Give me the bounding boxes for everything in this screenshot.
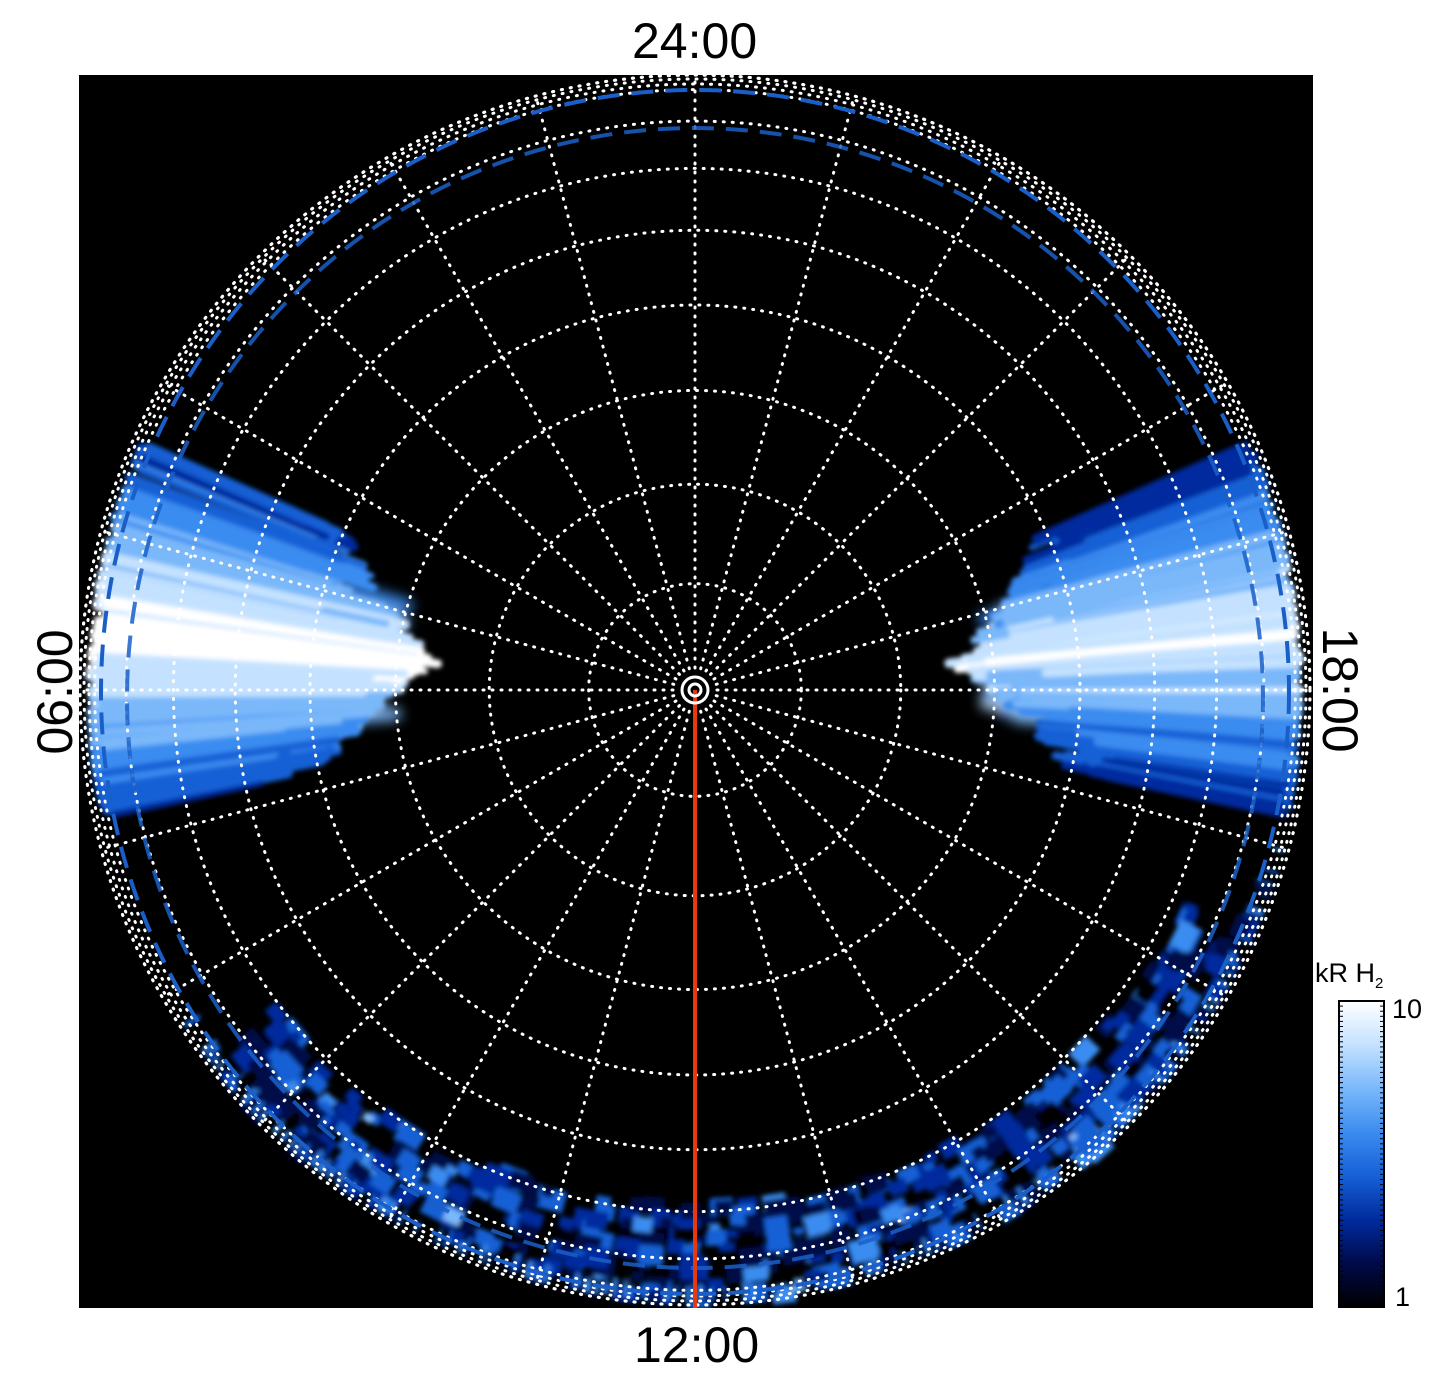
emission-patch — [714, 1200, 733, 1215]
emission-streak — [725, 1288, 726, 1300]
local-time-label-midnight: 24:00 — [632, 16, 757, 66]
colorbar-max-label: 10 — [1392, 996, 1422, 1023]
colorbar-min-label: 1 — [1395, 1284, 1410, 1311]
local-time-label-dusk: 18:00 — [1315, 627, 1365, 752]
colorbar-title-subscript: 2 — [1375, 975, 1383, 992]
local-time-label-noon: 12:00 — [634, 1320, 759, 1370]
emission-streak — [625, 1280, 627, 1296]
colorbar — [1339, 1001, 1384, 1307]
colorbar-title: kR H2 — [1315, 960, 1383, 991]
emission-patch — [629, 1196, 649, 1213]
emission-streak — [752, 1286, 753, 1297]
emission-patch — [631, 1271, 644, 1282]
emission-patch — [582, 1245, 611, 1269]
emission-streak — [1075, 697, 1291, 701]
local-time-label-dawn: 06:00 — [30, 629, 80, 754]
emission-streak — [588, 1280, 590, 1290]
emission-patch — [739, 1231, 756, 1245]
emission-streak — [669, 1283, 670, 1300]
emission-patch — [660, 1217, 672, 1227]
emission-patch — [725, 1229, 736, 1238]
emission-streak — [92, 691, 362, 692]
colorbar-bar — [1339, 1001, 1384, 1307]
emission-patch — [633, 1216, 653, 1233]
emission-patch — [681, 1203, 701, 1219]
emission-patch — [764, 1215, 789, 1236]
colorbar-title-main: kR H — [1315, 958, 1375, 988]
emission-patch — [722, 1242, 734, 1252]
